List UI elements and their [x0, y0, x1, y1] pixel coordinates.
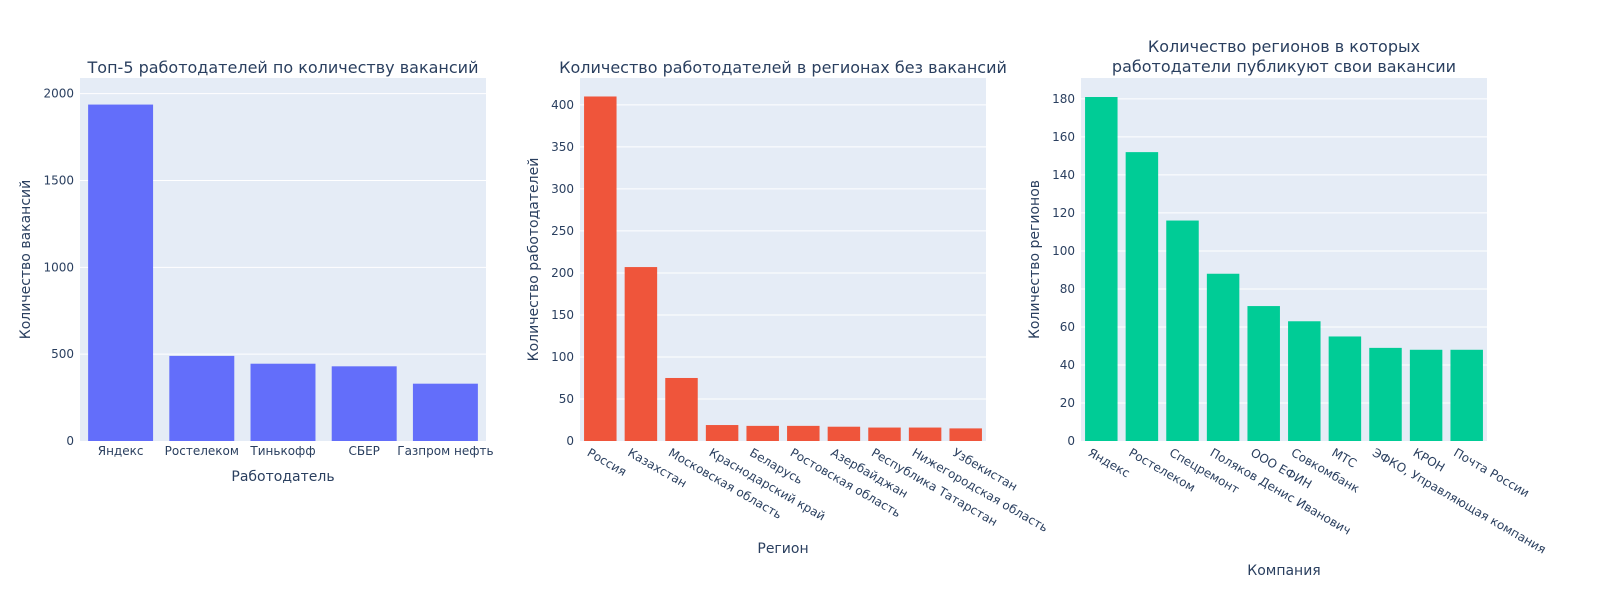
bar: [412, 383, 478, 441]
y-tick-label: 300: [551, 182, 574, 196]
bar: [1085, 97, 1118, 441]
y-tick-label: 200: [551, 266, 574, 280]
x-tick-label: Яндекс: [1086, 445, 1133, 480]
y-axis-title: Количество работодателей: [526, 158, 542, 362]
bar: [827, 426, 861, 441]
x-tick-label: Яндекс: [98, 444, 144, 458]
x-axis-title: Регион: [757, 541, 808, 557]
chart-title: Количество работодателей в регионах без …: [559, 58, 1007, 77]
bar: [1328, 336, 1362, 441]
bar: [1247, 306, 1280, 441]
chart-title: Количество регионов в которых: [1148, 37, 1420, 56]
bar: [705, 425, 739, 441]
y-tick-label: 500: [51, 347, 74, 361]
y-tick-label: 150: [551, 308, 574, 322]
y-tick-label: 50: [559, 392, 574, 406]
regions-employers-chart: 050100150200250300350400РоссияКазахстанМ…: [526, 58, 1050, 557]
y-tick-label: 0: [566, 434, 574, 448]
bar: [1125, 152, 1159, 441]
y-tick-label: 1500: [43, 173, 74, 187]
chart-title: Топ-5 работодателей по количеству ваканс…: [87, 58, 479, 77]
bar: [908, 427, 942, 441]
bar: [787, 425, 820, 441]
bar: [949, 428, 982, 441]
bar: [868, 427, 901, 441]
y-axis-title: Количество вакансий: [18, 180, 34, 339]
chart-title: работодатели публикуют свои вакансии: [1112, 57, 1456, 76]
bar: [584, 96, 617, 441]
y-tick-label: 60: [1060, 320, 1075, 334]
bar: [250, 363, 316, 441]
employers-vacancies-chart: 0 500 1000 1500 2000 Яндекс Ростелеком Тинькофф…: [18, 58, 494, 485]
company-regions-chart: 020406080100120140160180ЯндексРостелеком…: [1027, 37, 1548, 579]
x-axis-title: Компания: [1247, 563, 1320, 579]
y-tick-label: 0: [66, 434, 74, 448]
y-tick-label: 250: [551, 224, 574, 238]
y-tick-label: 120: [1052, 206, 1075, 220]
y-tick-label: 40: [1060, 358, 1075, 372]
y-tick-label: 100: [1052, 244, 1075, 258]
bar: [169, 355, 235, 441]
y-tick-label: 20: [1060, 396, 1075, 410]
y-tick-label: 350: [551, 140, 574, 154]
y-tick-label: 160: [1052, 130, 1075, 144]
y-tick-label: 1000: [43, 260, 74, 274]
bar: [1206, 273, 1240, 441]
bar: [1450, 349, 1483, 441]
x-tick-label: Тинькофф: [249, 444, 315, 458]
y-tick-label: 400: [551, 98, 574, 112]
y-tick-label: 100: [551, 350, 574, 364]
bar: [624, 267, 658, 441]
bar: [665, 377, 698, 441]
x-tick-label: СБЕР: [348, 444, 379, 458]
bar: [1409, 349, 1443, 441]
bar: [1288, 321, 1321, 441]
y-tick-label: 180: [1052, 92, 1075, 106]
bar: [331, 366, 397, 441]
x-tick-label: Газпром нефть: [397, 444, 493, 458]
bar: [1166, 220, 1199, 441]
bar: [1369, 347, 1402, 441]
x-tick-label: Почта России: [1451, 445, 1532, 500]
bar: [88, 104, 154, 442]
x-tick-label: Россия: [585, 445, 629, 479]
x-axis-title: Работодатель: [231, 469, 334, 485]
y-tick-label: 80: [1060, 282, 1075, 296]
y-axis-title: Количество регионов: [1027, 180, 1043, 339]
y-tick-label: 2000: [43, 87, 74, 101]
bar: [746, 425, 779, 441]
y-tick-label: 140: [1052, 168, 1075, 182]
y-tick-label: 0: [1067, 434, 1075, 448]
x-tick-label: Ростелеком: [165, 444, 239, 458]
